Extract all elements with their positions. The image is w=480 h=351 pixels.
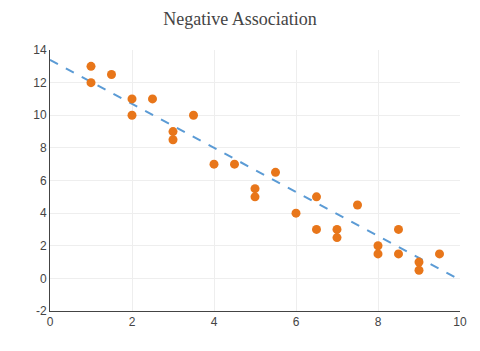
- svg-text:4: 4: [40, 206, 47, 220]
- svg-text:Negative Association: Negative Association: [163, 9, 316, 29]
- svg-text:6: 6: [40, 174, 47, 188]
- svg-text:2: 2: [40, 239, 47, 253]
- svg-text:0: 0: [40, 272, 47, 286]
- svg-text:10: 10: [453, 315, 467, 329]
- svg-text:4: 4: [211, 315, 218, 329]
- svg-text:12: 12: [33, 76, 47, 90]
- svg-text:6: 6: [293, 315, 300, 329]
- svg-text:-2: -2: [36, 304, 47, 318]
- svg-text:8: 8: [375, 315, 382, 329]
- svg-text:10: 10: [33, 108, 47, 122]
- svg-text:2: 2: [129, 315, 136, 329]
- svg-text:0: 0: [47, 315, 54, 329]
- svg-text:8: 8: [40, 141, 47, 155]
- svg-text:14: 14: [33, 43, 47, 57]
